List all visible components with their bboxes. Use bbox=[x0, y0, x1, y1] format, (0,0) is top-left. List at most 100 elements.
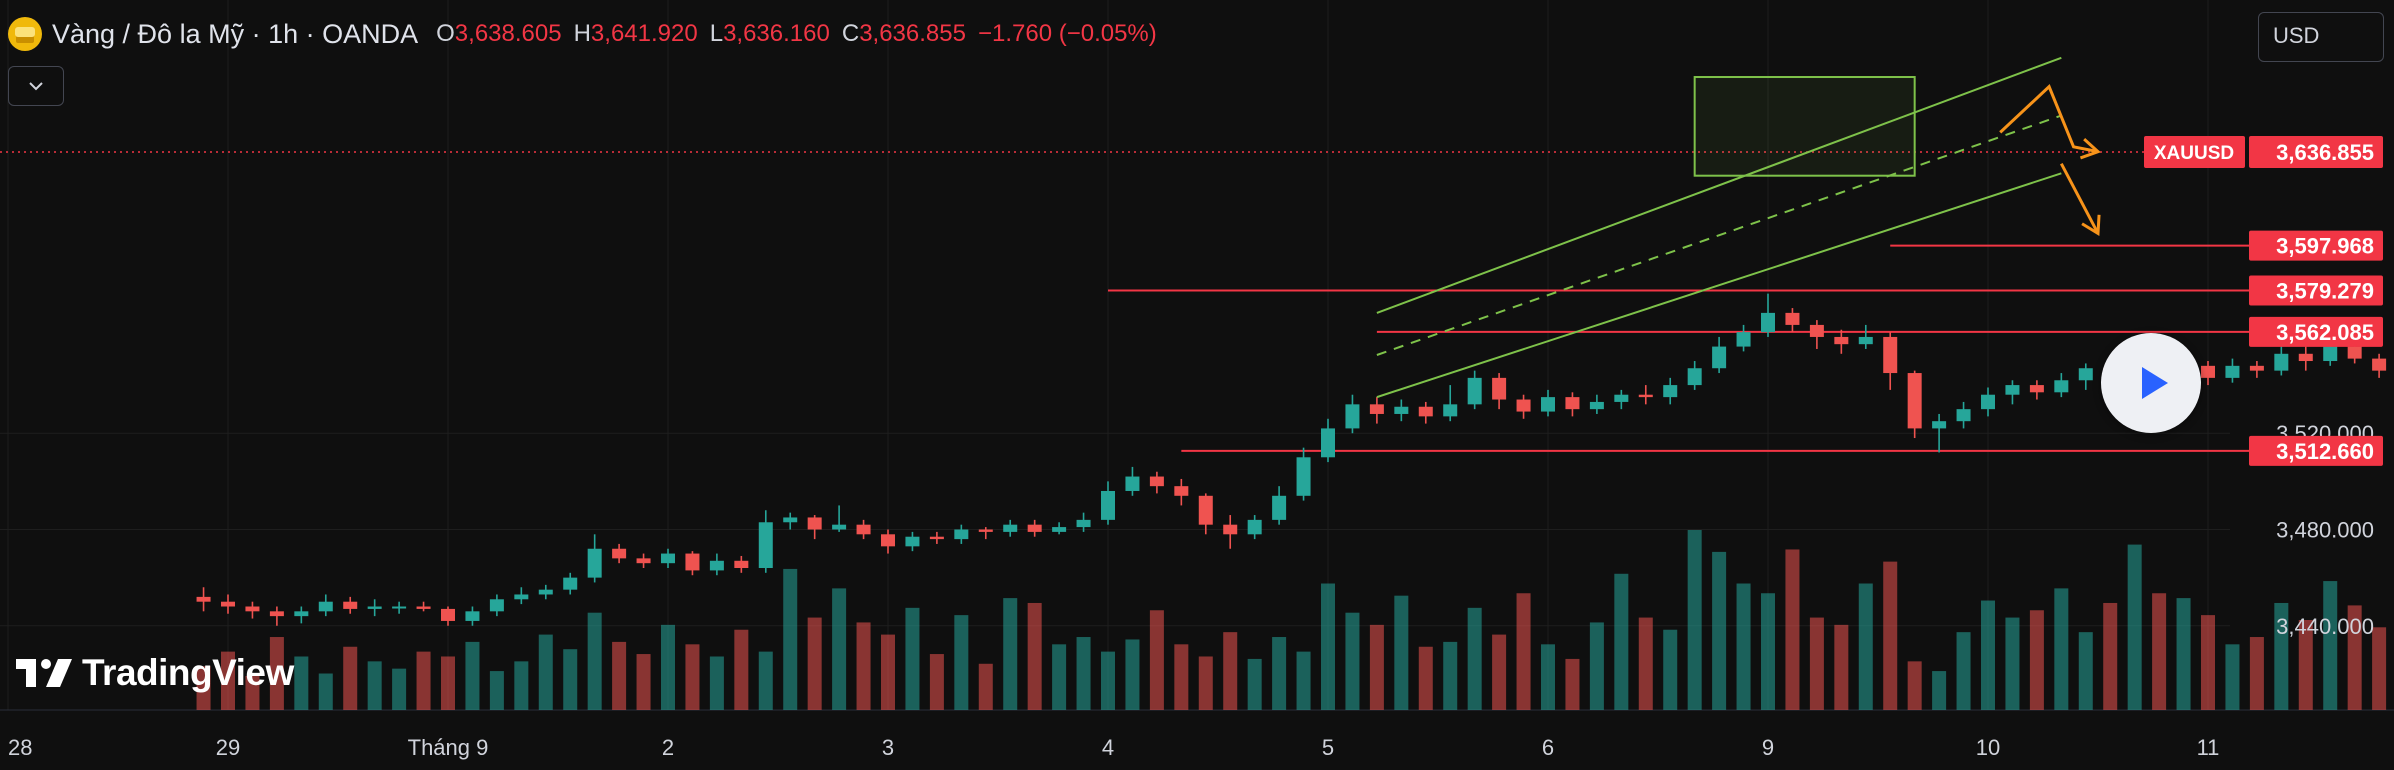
volume-bar bbox=[1296, 651, 1311, 710]
volume-bar bbox=[709, 656, 724, 710]
volume-bar bbox=[929, 654, 944, 710]
candle-body bbox=[196, 596, 211, 602]
x-tick-label: 3 bbox=[882, 735, 894, 760]
volume-bar bbox=[1198, 656, 1213, 710]
volume-bar bbox=[1321, 583, 1335, 710]
price-level-label: 3,597.968 bbox=[2276, 234, 2374, 259]
volume-bar bbox=[734, 629, 749, 710]
candle-body bbox=[2029, 385, 2044, 393]
volume-bar bbox=[2152, 593, 2167, 710]
gold-coin-icon[interactable] bbox=[8, 17, 42, 51]
volume-bar bbox=[978, 663, 993, 710]
volume-bar bbox=[2274, 602, 2289, 710]
volume-bar bbox=[1149, 610, 1164, 710]
volume-bar bbox=[685, 644, 700, 710]
candle-body bbox=[2005, 385, 2020, 395]
candle-body bbox=[489, 599, 504, 612]
volume-bar bbox=[1174, 644, 1189, 710]
collapse-legend-button[interactable] bbox=[8, 66, 64, 106]
candle-body bbox=[1418, 406, 1433, 417]
x-tick-label: 5 bbox=[1322, 735, 1334, 760]
chart-drawings bbox=[1376, 56, 2101, 399]
candle-body bbox=[1198, 495, 1213, 525]
x-tick-label: 9 bbox=[1762, 735, 1774, 760]
volume-bar bbox=[1369, 624, 1384, 710]
candle-body bbox=[612, 548, 627, 559]
x-tick-label: 2 bbox=[662, 735, 674, 760]
volume-bar bbox=[1712, 551, 1727, 710]
close-value: 3,636.855 bbox=[859, 20, 966, 47]
candle-body bbox=[1492, 377, 1507, 400]
candle-body bbox=[392, 606, 407, 609]
volume-bar bbox=[196, 666, 211, 710]
volume-bar bbox=[954, 615, 969, 710]
candle-body bbox=[1125, 476, 1140, 491]
candle-body bbox=[1565, 397, 1580, 410]
candle-body bbox=[1663, 385, 1678, 398]
price-axis: 3,440.0003,480.0003,520.0003,597.9683,57… bbox=[2144, 135, 2383, 639]
volume-bar bbox=[1663, 629, 1678, 710]
volume-bar bbox=[2029, 610, 2044, 710]
volume-bar bbox=[1247, 658, 1262, 710]
currency-selector[interactable]: USD bbox=[2258, 12, 2384, 62]
candle-body bbox=[2078, 368, 2093, 381]
volume-bar bbox=[294, 656, 309, 710]
candle-body bbox=[636, 558, 651, 564]
volume-bar bbox=[587, 612, 602, 710]
symbol-title[interactable]: Vàng / Đô la Mỹ · 1h · OANDA bbox=[52, 18, 419, 49]
volume-bar bbox=[2054, 588, 2069, 710]
candle-body bbox=[1956, 409, 1971, 422]
low-value: 3,636.160 bbox=[723, 20, 830, 47]
candle-body bbox=[1687, 368, 1702, 386]
x-tick-label: 4 bbox=[1102, 735, 1114, 760]
candle-body bbox=[1369, 404, 1384, 414]
candle-body bbox=[465, 611, 480, 621]
volume-bar bbox=[1125, 639, 1140, 710]
volume-bar bbox=[2323, 581, 2338, 710]
volume-bar bbox=[392, 668, 407, 710]
candle-body bbox=[1736, 332, 1751, 347]
candle-body bbox=[1761, 312, 1775, 333]
candle-body bbox=[1467, 377, 1482, 405]
candle-body bbox=[367, 606, 382, 609]
volume-bar bbox=[1834, 624, 1849, 710]
volume-bar bbox=[1761, 593, 1775, 710]
volume-bar bbox=[1394, 595, 1409, 710]
candle-body bbox=[1272, 495, 1287, 520]
candle-body bbox=[563, 577, 578, 590]
high-value: 3,641.920 bbox=[590, 20, 698, 47]
price-levels bbox=[1108, 244, 2250, 452]
candle-body bbox=[1907, 373, 1922, 429]
volume-bar bbox=[1687, 530, 1702, 710]
candle-body bbox=[343, 601, 358, 609]
y-tick-label: 3,480.000 bbox=[2276, 517, 2374, 542]
volume-bar bbox=[1272, 637, 1287, 710]
y-tick-label: 3,440.000 bbox=[2276, 614, 2374, 639]
candle-body bbox=[1027, 524, 1042, 532]
volume-bar bbox=[1541, 644, 1555, 710]
candle-body bbox=[881, 534, 895, 547]
volume-bar bbox=[2176, 598, 2191, 710]
candlesticks bbox=[196, 293, 2387, 626]
candle-body bbox=[2347, 346, 2362, 359]
chart-grid bbox=[0, 0, 2394, 711]
volume-bar bbox=[1736, 583, 1751, 710]
volume-bar bbox=[318, 673, 333, 710]
candle-body bbox=[1883, 336, 1898, 374]
candle-body bbox=[856, 524, 871, 535]
volume-bar bbox=[538, 634, 553, 710]
play-button[interactable] bbox=[2101, 333, 2201, 433]
candle-body bbox=[1638, 394, 1653, 398]
logo-text: TradingView bbox=[82, 652, 294, 693]
tradingview-logo: TradingView bbox=[14, 652, 294, 694]
volume-bar bbox=[1638, 617, 1653, 710]
volume-bar bbox=[2078, 632, 2093, 710]
consolidation-zone bbox=[1693, 76, 1916, 177]
candle-body bbox=[807, 517, 822, 530]
channel-lower-line bbox=[1376, 172, 2062, 399]
candle-body bbox=[1052, 527, 1067, 532]
volume-bar bbox=[636, 654, 651, 710]
candle-body bbox=[1247, 519, 1262, 535]
candle-body bbox=[929, 536, 944, 540]
